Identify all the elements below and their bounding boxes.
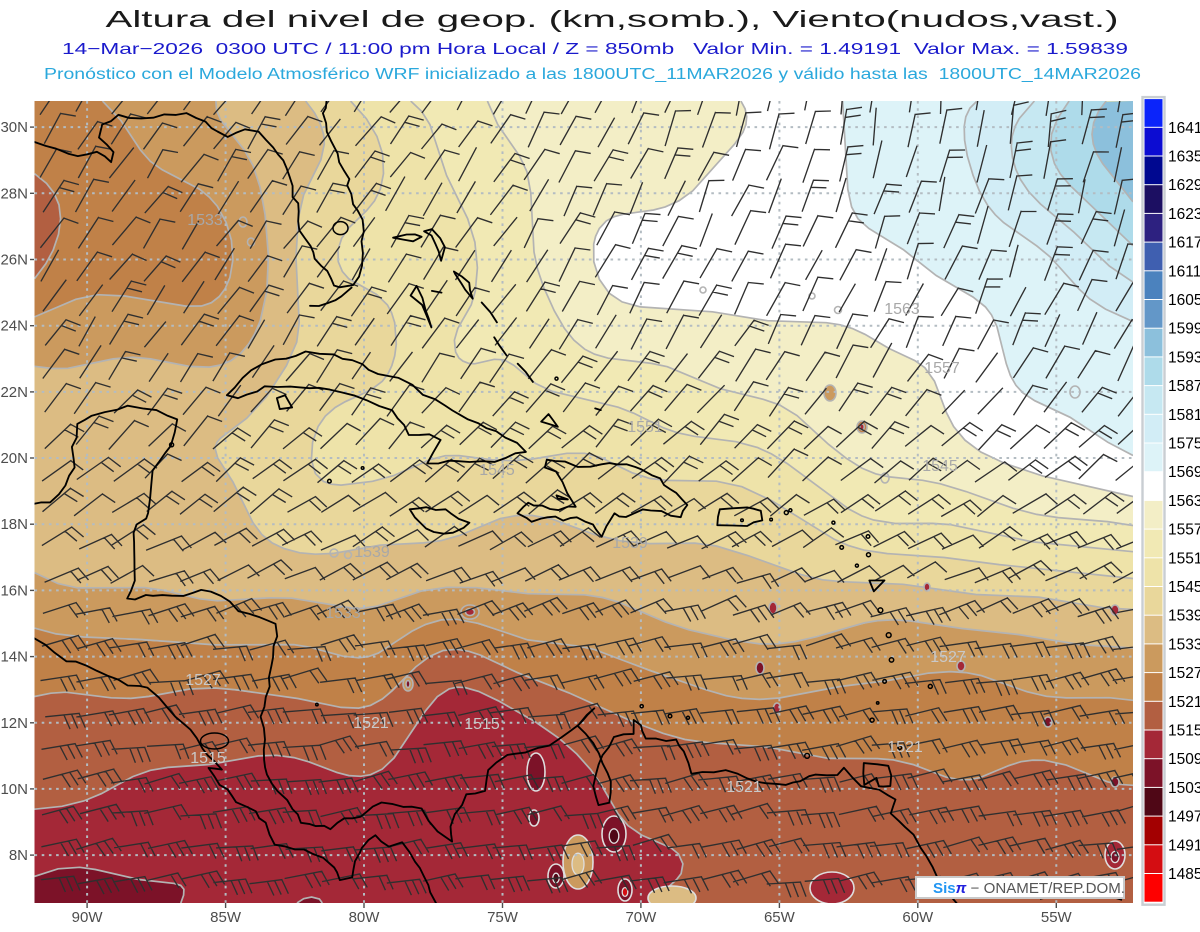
svg-text:30N: 30N [0,119,28,136]
svg-text:1581: 1581 [1168,407,1200,424]
svg-text:1521: 1521 [353,715,389,732]
svg-text:1497: 1497 [1168,809,1200,826]
svg-text:1563: 1563 [884,301,920,318]
svg-text:18N: 18N [0,516,28,533]
svg-text:1515: 1515 [464,716,500,733]
svg-text:1623: 1623 [1168,206,1200,223]
svg-text:1533: 1533 [1168,636,1200,653]
svg-text:1521: 1521 [887,739,923,756]
svg-text:1563: 1563 [1168,493,1200,510]
svg-text:1569: 1569 [1168,464,1200,481]
svg-text:55W: 55W [1041,909,1073,926]
svg-text:1545: 1545 [1168,579,1200,596]
svg-text:1533: 1533 [325,605,361,622]
svg-text:1599: 1599 [1168,321,1200,338]
svg-text:Pronóstico con el Modelo Atmos: Pronóstico con el Modelo Atmosférico WRF… [44,66,1141,83]
svg-text:1527: 1527 [1168,665,1200,682]
svg-text:1545: 1545 [922,458,958,475]
svg-text:1527: 1527 [930,649,966,666]
svg-text:1551: 1551 [1168,550,1200,567]
svg-text:1527: 1527 [185,672,221,689]
svg-text:14−Mar−2026 0300 UTC / 11:00: 14−Mar−2026 0300 UTC / 11:00 pm Hora Loc… [62,41,1128,58]
svg-text:1593: 1593 [1168,349,1200,366]
svg-text:Sisπ − ONAMET/REP.DOM.: Sisπ − ONAMET/REP.DOM. [933,881,1125,897]
svg-text:1485: 1485 [1168,866,1200,883]
svg-text:28N: 28N [0,185,28,202]
svg-text:Altura del nivel de geop. (km,: Altura del nivel de geop. (km,somb.), Vi… [106,6,1119,32]
svg-text:1575: 1575 [1168,436,1200,453]
svg-text:1539: 1539 [612,535,648,552]
svg-text:1557: 1557 [924,360,960,377]
svg-text:8N: 8N [9,847,28,864]
svg-text:14N: 14N [0,649,28,666]
svg-text:16N: 16N [0,582,28,599]
svg-text:1533: 1533 [187,212,223,229]
svg-text:75W: 75W [487,909,519,926]
svg-text:80W: 80W [349,909,381,926]
svg-text:24N: 24N [0,318,28,335]
svg-text:1521: 1521 [726,779,762,796]
svg-text:1509: 1509 [1168,751,1200,768]
svg-text:1545: 1545 [479,462,515,479]
svg-text:1617: 1617 [1168,235,1200,252]
svg-text:1521: 1521 [1168,694,1200,711]
svg-text:1503: 1503 [1168,780,1200,797]
svg-text:20N: 20N [0,450,28,467]
svg-text:85W: 85W [210,909,242,926]
svg-text:1515: 1515 [1168,723,1200,740]
svg-text:1551: 1551 [627,419,663,436]
svg-text:1491: 1491 [1168,837,1200,854]
svg-text:26N: 26N [0,252,28,269]
svg-text:1611: 1611 [1168,263,1200,280]
svg-text:1605: 1605 [1168,292,1200,309]
svg-text:22N: 22N [0,384,28,401]
svg-text:12N: 12N [0,715,28,732]
svg-text:65W: 65W [764,909,796,926]
svg-text:1557: 1557 [1168,522,1200,539]
svg-text:1635: 1635 [1168,149,1200,166]
svg-text:1641: 1641 [1168,120,1200,137]
svg-text:70W: 70W [625,909,657,926]
svg-text:1587: 1587 [1168,378,1200,395]
svg-text:1629: 1629 [1168,177,1200,194]
svg-text:1539: 1539 [354,544,390,561]
svg-text:1539: 1539 [1168,608,1200,625]
svg-text:10N: 10N [0,781,28,798]
svg-text:60W: 60W [902,909,934,926]
svg-text:1515: 1515 [190,750,226,767]
svg-text:90W: 90W [72,909,104,926]
